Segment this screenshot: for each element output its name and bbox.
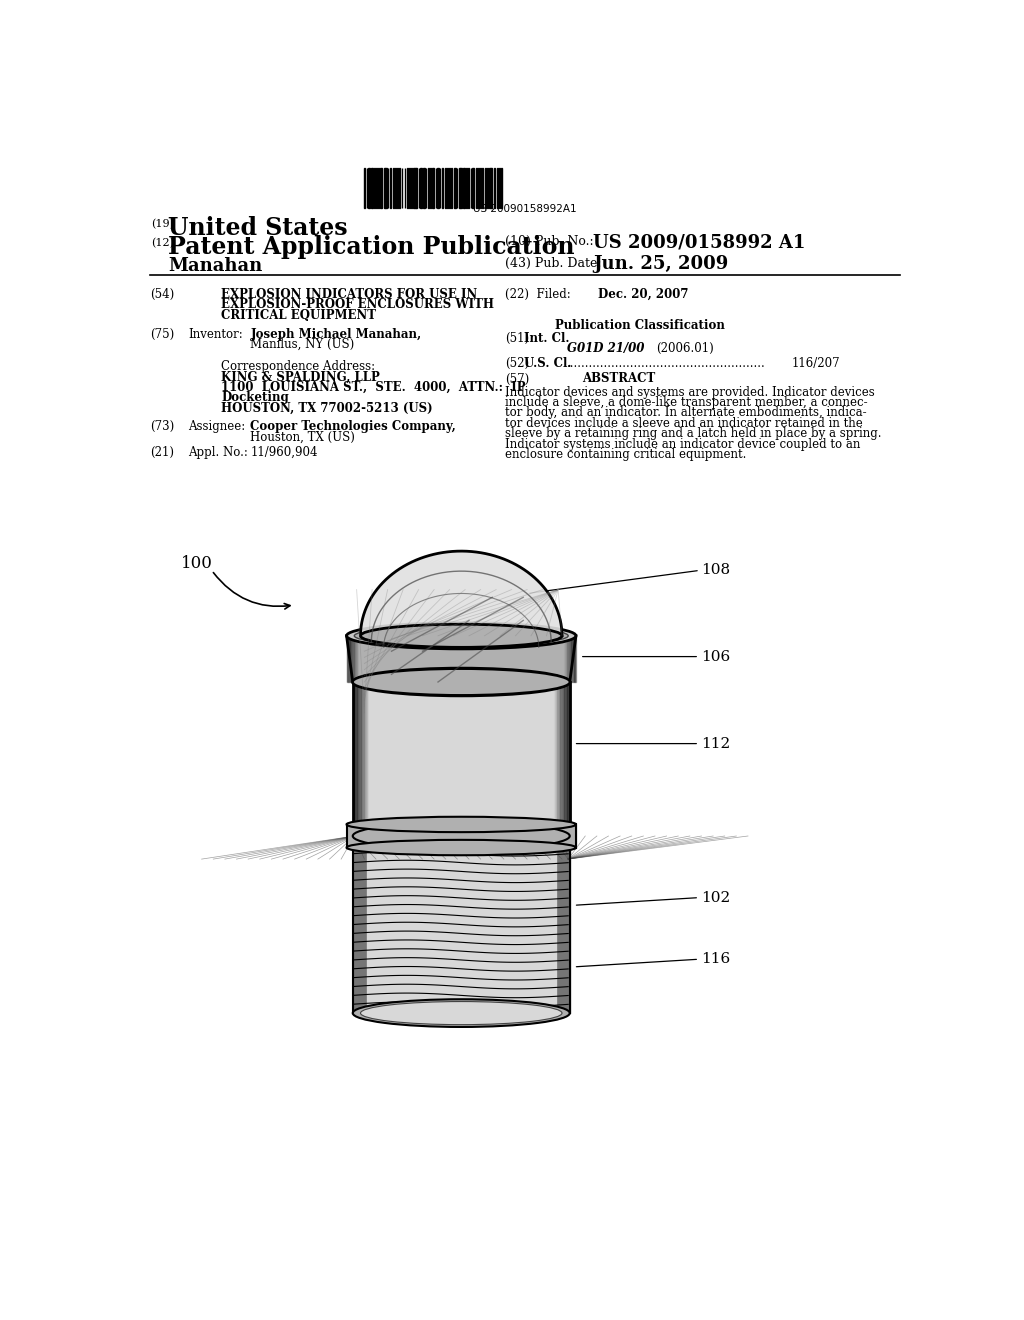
Text: CRITICAL EQUIPMENT: CRITICAL EQUIPMENT — [221, 309, 376, 322]
Text: (22)  Filed:: (22) Filed: — [505, 288, 570, 301]
Text: Int. Cl.: Int. Cl. — [524, 331, 569, 345]
Text: (43) Pub. Date:: (43) Pub. Date: — [506, 257, 602, 271]
Text: 100: 100 — [180, 554, 213, 572]
Polygon shape — [346, 636, 575, 682]
Bar — [486, 168, 488, 207]
Text: Patent Application Publication: Patent Application Publication — [168, 235, 574, 260]
Bar — [477, 168, 479, 207]
Text: Cooper Technologies Company,: Cooper Technologies Company, — [251, 420, 457, 433]
Bar — [454, 168, 456, 207]
Text: United States: United States — [168, 216, 348, 240]
Text: Appl. No.:: Appl. No.: — [188, 446, 249, 458]
Text: 102: 102 — [701, 891, 731, 904]
Text: EXPLOSION INDICATORS FOR USE IN: EXPLOSION INDICATORS FOR USE IN — [221, 288, 477, 301]
Text: (73): (73) — [150, 420, 174, 433]
Bar — [432, 168, 434, 207]
Text: Assignee:: Assignee: — [188, 420, 246, 433]
Bar — [463, 168, 465, 207]
Bar — [369, 168, 370, 207]
Ellipse shape — [352, 669, 569, 696]
Ellipse shape — [360, 624, 562, 647]
Bar — [380, 168, 382, 207]
Bar — [394, 168, 396, 207]
Text: include a sleeve, a dome-like transparent member, a connec-: include a sleeve, a dome-like transparen… — [505, 396, 867, 409]
Text: Inventor:: Inventor: — [188, 327, 244, 341]
Bar — [472, 168, 474, 207]
Bar — [371, 168, 373, 207]
Text: U.S. Cl.: U.S. Cl. — [524, 358, 571, 370]
Bar — [466, 168, 467, 207]
Ellipse shape — [354, 626, 568, 645]
Text: 106: 106 — [701, 649, 731, 664]
Bar — [461, 168, 462, 207]
Bar — [409, 168, 410, 207]
Text: Manahan: Manahan — [168, 257, 262, 275]
Text: (12): (12) — [152, 238, 174, 248]
Text: Docketing: Docketing — [221, 391, 289, 404]
Text: 116/207: 116/207 — [792, 358, 840, 370]
Bar — [420, 168, 422, 207]
Text: (19): (19) — [152, 218, 174, 228]
Text: sleeve by a retaining ring and a latch held in place by a spring.: sleeve by a retaining ring and a latch h… — [505, 428, 881, 440]
Text: Joseph Michael Manahan,: Joseph Michael Manahan, — [251, 327, 422, 341]
Bar — [437, 168, 438, 207]
Text: (21): (21) — [150, 446, 174, 458]
Text: (57): (57) — [505, 372, 529, 385]
Text: Indicator devices and systems are provided. Indicator devices: Indicator devices and systems are provid… — [505, 385, 874, 399]
Text: HOUSTON, TX 77002-5213 (US): HOUSTON, TX 77002-5213 (US) — [221, 401, 432, 414]
Bar — [449, 168, 451, 207]
Text: (54): (54) — [150, 288, 174, 301]
Text: Correspondence Address:: Correspondence Address: — [221, 360, 375, 374]
Text: 11/960,904: 11/960,904 — [251, 446, 317, 458]
Text: tor devices include a sleeve and an indicator retained in the: tor devices include a sleeve and an indi… — [505, 417, 862, 430]
Text: US 20090158992A1: US 20090158992A1 — [473, 203, 577, 214]
Text: Dec. 20, 2007: Dec. 20, 2007 — [598, 288, 688, 301]
Text: EXPLOSION-PROOF ENCLOSURES WITH: EXPLOSION-PROOF ENCLOSURES WITH — [221, 298, 494, 312]
Text: Manilus, NY (US): Manilus, NY (US) — [251, 338, 354, 351]
Text: US 2009/0158992 A1: US 2009/0158992 A1 — [593, 234, 805, 252]
Text: (10) Pub. No.:: (10) Pub. No.: — [506, 235, 594, 248]
Text: G01D 21/00: G01D 21/00 — [566, 342, 644, 355]
Text: .....................................................: ........................................… — [566, 358, 765, 370]
Ellipse shape — [352, 999, 569, 1027]
Text: Jun. 25, 2009: Jun. 25, 2009 — [593, 256, 728, 273]
Text: Publication Classification: Publication Classification — [555, 318, 725, 331]
Ellipse shape — [346, 817, 575, 832]
Text: enclosure containing critical equipment.: enclosure containing critical equipment. — [505, 447, 746, 461]
Text: Houston, TX (US): Houston, TX (US) — [251, 430, 355, 444]
Ellipse shape — [346, 840, 575, 855]
Text: Indicator systems include an indicator device coupled to an: Indicator systems include an indicator d… — [505, 437, 860, 450]
Bar — [374, 168, 375, 207]
Bar — [423, 168, 425, 207]
Text: 1100  LOUISIANA ST.,  STE.  4000,  ATTN.:  IP: 1100 LOUISIANA ST., STE. 4000, ATTN.: IP — [221, 381, 525, 393]
Ellipse shape — [360, 1002, 562, 1024]
Ellipse shape — [352, 822, 569, 850]
Text: 116: 116 — [701, 952, 731, 966]
Bar — [385, 168, 387, 207]
Text: (51): (51) — [505, 331, 528, 345]
Text: 108: 108 — [701, 564, 731, 577]
Bar — [501, 168, 503, 207]
Text: KING & SPALDING, LLP: KING & SPALDING, LLP — [221, 371, 380, 384]
Bar — [489, 168, 490, 207]
Ellipse shape — [352, 668, 569, 696]
Text: (52): (52) — [505, 358, 528, 370]
Bar — [397, 168, 398, 207]
Text: (75): (75) — [150, 327, 174, 341]
Ellipse shape — [346, 623, 575, 649]
Text: ABSTRACT: ABSTRACT — [583, 372, 655, 385]
Text: 112: 112 — [701, 737, 731, 751]
Bar — [414, 168, 416, 207]
Text: tor body, and an indicator. In alternate embodiments, indica-: tor body, and an indicator. In alternate… — [505, 407, 866, 420]
Text: (2006.01): (2006.01) — [655, 342, 714, 355]
